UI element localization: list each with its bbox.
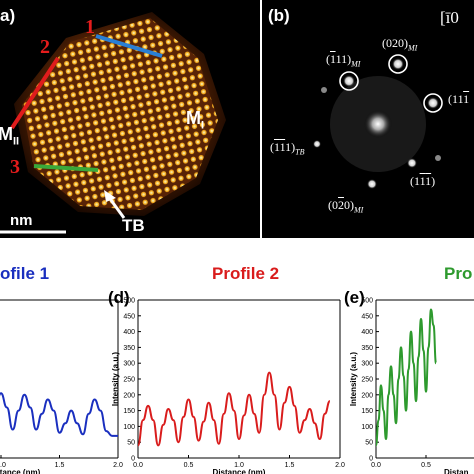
scale-bar-label: nm	[10, 212, 33, 229]
tb-arrow-head	[104, 190, 116, 202]
y-tick-label-e-150: 150	[361, 408, 373, 415]
x-tick-label-c-2.0: 2.0	[113, 462, 123, 469]
zone-axis-label: [ī0	[440, 8, 459, 27]
x-tick-label-d-0.5: 0.5	[184, 462, 194, 469]
panel-b-fft-pattern: (b) [ī0 (020)MI (111)MI (111 (111)TB (11…	[262, 0, 474, 238]
profile-line-d	[138, 371, 331, 447]
profile-2-title: Profile 2	[212, 264, 280, 283]
profile-line-c	[0, 392, 118, 437]
miller-label-11bar1: (111	[448, 92, 470, 106]
panel-b-tag: (b)	[268, 6, 290, 25]
x-axis-title-c: tance (nm)	[0, 468, 41, 474]
x-tick-label-d-2.0: 2.0	[335, 462, 345, 469]
y-tick-label-d-50: 50	[127, 440, 135, 447]
y-tick-label-d-350: 350	[123, 345, 135, 352]
y-tick-label-e-500: 500	[361, 298, 373, 305]
fft-spot-111-left	[343, 75, 355, 87]
y-tick-label-e-300: 300	[361, 361, 373, 368]
y-tick-label-d-400: 400	[123, 329, 135, 336]
profile-3-title: Pro	[444, 264, 473, 283]
y-tick-label-d-450: 450	[123, 313, 135, 320]
panel-d-tag: (d)	[108, 288, 130, 307]
panel-a-hrtem-image: a) 1 2 3 MII MI nm TB	[0, 0, 260, 238]
fft-spot-1-11	[407, 158, 417, 168]
fft-spot-0-20-bottom	[367, 179, 377, 189]
y-tick-label-e-50: 50	[365, 440, 373, 447]
y-tick-label-e-350: 350	[361, 345, 373, 352]
fft-spot-tb	[313, 140, 321, 148]
ring-020	[388, 54, 408, 74]
fft-spot-111-right	[427, 97, 439, 109]
x-axis-title-e: Distan	[444, 468, 469, 474]
miller-label-1-11: (111)	[410, 174, 436, 188]
y-tick-label-e-400: 400	[361, 329, 373, 336]
line-number-3: 3	[10, 156, 20, 178]
x-tick-label-d-1.5: 1.5	[285, 462, 295, 469]
twin-boundary-label: TB	[122, 216, 145, 235]
y-tick-label-d-250: 250	[123, 377, 135, 384]
miller-label-0-20: (020)MI	[328, 198, 364, 215]
x-tick-label-c-1.0: 1.0	[0, 462, 6, 469]
miller-label-bar1-11: (111)MI	[326, 52, 361, 69]
fft-center-spot	[364, 110, 392, 138]
x-tick-label-e-0.5: 0.5	[421, 462, 431, 469]
y-tick-label-d-100: 100	[123, 424, 135, 431]
x-axis-title-d: Distance (nm)	[213, 468, 266, 474]
region-m2-label: MII	[0, 124, 20, 148]
panel-a-tag: a)	[0, 6, 16, 25]
fft-spot-020-top	[392, 58, 404, 70]
y-axis-title-d: Intensity (a.u.)	[111, 352, 120, 407]
line-3-green	[33, 164, 99, 172]
y-tick-label-d-150: 150	[123, 408, 135, 415]
x-tick-label-e-0.0: 0.0	[371, 462, 381, 469]
y-tick-label-d-500: 500	[123, 298, 135, 305]
line-1-blue	[95, 34, 163, 58]
y-tick-label-d-300: 300	[123, 361, 135, 368]
fft-spot-faint-1	[321, 87, 327, 93]
y-axis-title-e: Intensity (a.u.)	[349, 352, 358, 407]
ring-111-right	[423, 93, 443, 113]
line-number-2: 2	[40, 36, 50, 58]
panel-e-tag: (e)	[344, 288, 365, 307]
fft-spot-faint-2	[435, 155, 441, 161]
miller-label-tb: (111)TB	[270, 140, 305, 157]
y-tick-label-e-450: 450	[361, 313, 373, 320]
region-m1-label: MI	[186, 108, 205, 132]
y-tick-label-d-200: 200	[123, 392, 135, 399]
x-tick-label-d-1.0: 1.0	[234, 462, 244, 469]
line-2-red	[10, 56, 60, 130]
y-tick-label-d-0: 0	[131, 456, 135, 463]
y-tick-label-e-250: 250	[361, 377, 373, 384]
fft-svg	[313, 54, 443, 189]
y-tick-label-e-200: 200	[361, 392, 373, 399]
y-tick-label-e-100: 100	[361, 424, 373, 431]
profile-line-e	[376, 308, 437, 447]
x-tick-label-c-1.5: 1.5	[55, 462, 65, 469]
hrtem-svg	[0, 12, 226, 234]
miller-label-020: (020)MI	[382, 36, 418, 53]
line-number-1: 1	[85, 16, 95, 38]
y-tick-label-e-0: 0	[369, 456, 373, 463]
profile-1-title: ofile 1	[0, 264, 50, 283]
ring-111-left	[339, 71, 359, 91]
x-tick-label-d-0.0: 0.0	[133, 462, 143, 469]
